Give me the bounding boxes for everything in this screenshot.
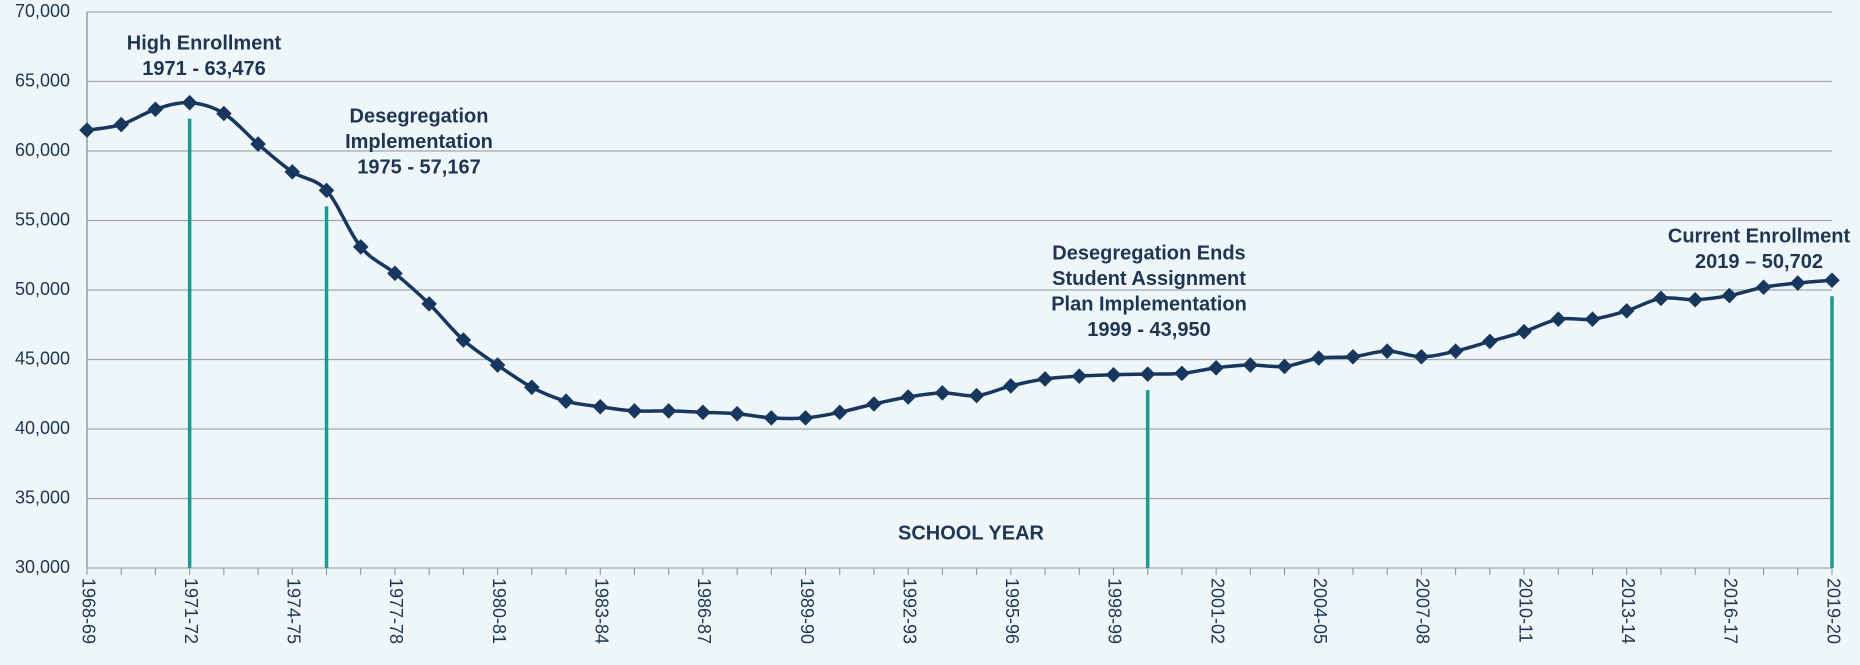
line — [86, 100, 1833, 421]
x-tick-label: 2004-05 — [1310, 578, 1330, 644]
x-tick-label: 1977-78 — [386, 578, 406, 644]
marker — [1721, 287, 1738, 304]
marker — [1174, 365, 1190, 382]
marker — [1413, 348, 1430, 365]
annotation: Desegregation — [350, 105, 489, 127]
marker — [1139, 366, 1156, 382]
marker — [1824, 272, 1840, 289]
y-tick-label: 45,000 — [15, 348, 70, 368]
x-tick-label: 1971-72 — [181, 578, 201, 644]
marker — [1242, 357, 1259, 373]
x-tick-label: 1986-87 — [694, 578, 714, 644]
marker — [1037, 371, 1053, 387]
annotation: Desegregation Ends — [1052, 242, 1245, 264]
marker — [1584, 311, 1601, 327]
y-tick-label: 35,000 — [15, 487, 70, 507]
x-tick-label: 1992-93 — [899, 578, 919, 644]
y-tick-label: 50,000 — [15, 279, 70, 299]
marker — [866, 396, 882, 412]
marker — [1482, 333, 1498, 350]
marker — [968, 387, 985, 404]
marker — [831, 404, 848, 421]
marker — [558, 393, 574, 409]
x-tick-label: 1998-99 — [1105, 578, 1125, 644]
x-axis-label: SCHOOL YEAR — [898, 522, 1045, 544]
y-tick-label: 30,000 — [15, 557, 70, 577]
marker — [1310, 350, 1327, 366]
marker — [729, 405, 745, 422]
marker — [1379, 343, 1395, 359]
x-tick-label: 2001-02 — [1207, 578, 1227, 644]
marker — [1105, 367, 1122, 383]
marker — [1618, 303, 1635, 319]
marker — [592, 398, 609, 415]
marker — [797, 410, 814, 426]
marker — [1653, 290, 1669, 307]
marker — [147, 101, 164, 118]
x-tick-label: 1968-69 — [78, 578, 98, 644]
y-tick-label: 70,000 — [15, 1, 70, 21]
annotation: 1999 - 43,950 — [1087, 319, 1210, 341]
marker — [1755, 279, 1772, 295]
marker — [763, 410, 780, 426]
marker — [1687, 291, 1703, 308]
marker — [1516, 323, 1532, 340]
y-tick-label: 65,000 — [15, 70, 70, 90]
marker — [1550, 311, 1567, 327]
marker — [1003, 378, 1019, 394]
x-tick-label: 1995-96 — [1002, 578, 1022, 644]
marker — [250, 136, 266, 152]
marker — [934, 385, 951, 401]
marker — [79, 122, 95, 138]
marker — [1208, 360, 1224, 376]
marker — [1447, 343, 1464, 359]
annotation: High Enrollment — [127, 32, 282, 54]
marker — [660, 403, 677, 419]
marker — [524, 379, 540, 396]
marker — [352, 239, 369, 255]
marker — [900, 389, 916, 405]
x-tick-label: 1989-90 — [797, 578, 817, 644]
annotation: 2019 – 50,702 — [1695, 251, 1823, 273]
marker — [1071, 368, 1088, 384]
x-tick-label: 2007-08 — [1413, 578, 1433, 644]
marker — [626, 403, 643, 419]
annotation: 1971 - 63,476 — [142, 58, 265, 80]
x-tick-label: 1974-75 — [284, 578, 304, 644]
annotation: Plan Implementation — [1051, 293, 1247, 315]
y-tick-label: 55,000 — [15, 209, 70, 229]
marker — [284, 164, 301, 180]
marker — [181, 94, 198, 111]
x-tick-label: 1980-81 — [489, 578, 509, 644]
x-tick-label: 2016-17 — [1721, 578, 1741, 644]
x-tick-label: 2019-20 — [1823, 578, 1843, 644]
annotation: 1975 - 57,167 — [357, 156, 480, 178]
x-tick-label: 2010-11 — [1515, 578, 1535, 643]
annotation: Student Assignment — [1052, 268, 1246, 290]
y-tick-label: 40,000 — [15, 418, 70, 438]
x-tick-label: 2013-14 — [1618, 578, 1638, 644]
marker — [113, 116, 129, 133]
marker — [1345, 348, 1361, 365]
y-tick-label: 60,000 — [15, 140, 70, 160]
x-tick-label: 1983-84 — [591, 578, 611, 644]
annotation: Implementation — [345, 131, 493, 153]
marker — [216, 105, 232, 122]
marker — [1790, 275, 1806, 291]
marker — [318, 182, 335, 199]
marker — [695, 404, 711, 421]
marker — [1276, 358, 1293, 375]
annotation: Current Enrollment — [1668, 225, 1851, 247]
